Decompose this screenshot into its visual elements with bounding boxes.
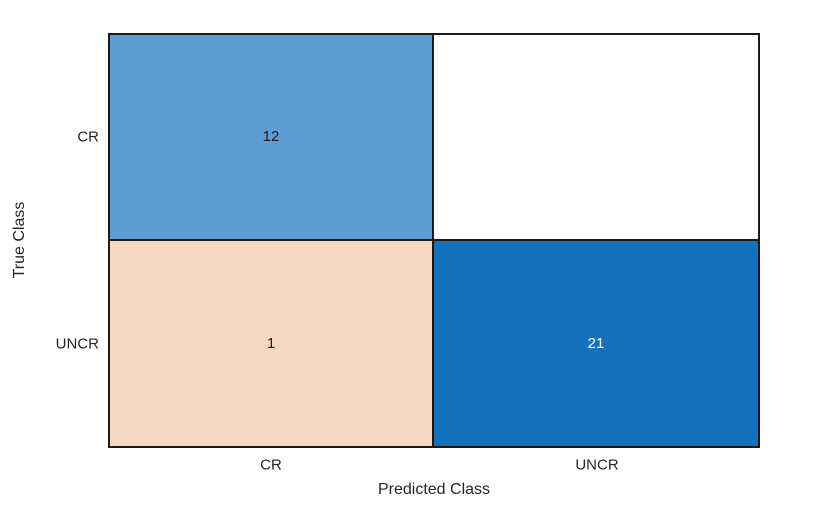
x-tick-label-cr: CR xyxy=(260,456,282,474)
matrix-cell-true-cr-pred-cr: 12 xyxy=(110,35,434,241)
y-axis-label: True Class xyxy=(11,201,28,279)
confusion-matrix-plot-area: 12 1 21 xyxy=(108,33,760,448)
y-tick-label-uncr: UNCR xyxy=(55,335,99,353)
cell-value: 21 xyxy=(587,334,605,352)
matrix-cell-true-uncr-pred-cr: 1 xyxy=(110,240,434,446)
cell-value: 12 xyxy=(262,128,280,146)
cell-value: 1 xyxy=(266,334,276,352)
x-axis-label: Predicted Class xyxy=(377,481,491,498)
matrix-cell-true-uncr-pred-uncr: 21 xyxy=(434,240,758,446)
y-tick-label-cr: CR xyxy=(77,128,99,146)
matrix-cell-true-cr-pred-uncr xyxy=(434,35,758,241)
x-tick-label-uncr: UNCR xyxy=(575,456,619,474)
